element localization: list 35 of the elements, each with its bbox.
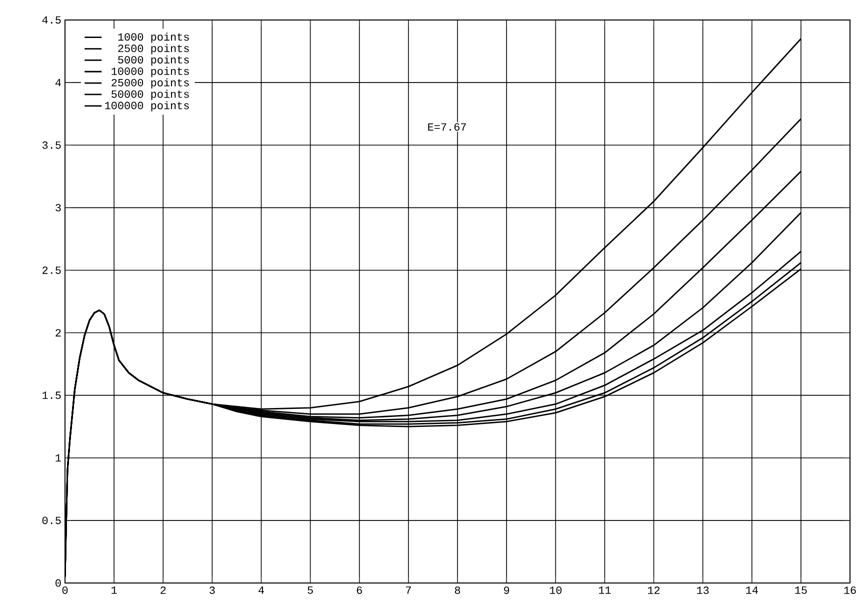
x-tick-label: 4 xyxy=(258,586,264,594)
x-tick-label: 6 xyxy=(356,586,362,594)
legend-label: 50000 points xyxy=(112,90,189,100)
y-tick-label: 3.5 xyxy=(42,141,61,149)
x-tick-label: 1 xyxy=(112,586,117,594)
y-tick-label: 2 xyxy=(56,329,61,336)
x-tick-label: 16 xyxy=(844,586,856,594)
y-tick-label: 4.5 xyxy=(42,16,61,24)
x-tick-label: 12 xyxy=(648,586,660,594)
x-tick-label: 14 xyxy=(746,586,758,594)
x-tick-label: 11 xyxy=(598,586,611,594)
x-tick-label: 7 xyxy=(406,586,411,594)
legend-label: 2500 points xyxy=(118,44,189,54)
x-tick-label: 9 xyxy=(504,586,510,594)
x-tick-label: 5 xyxy=(308,586,313,594)
y-tick-label: 2.5 xyxy=(42,266,61,274)
y-tick-label: 3 xyxy=(56,204,61,212)
x-tick-label: 13 xyxy=(697,586,709,594)
annotation: E=7.67 xyxy=(428,123,466,131)
y-tick-label: 1 xyxy=(56,454,61,462)
y-tick-label: 4 xyxy=(55,78,61,86)
x-tick-label: 8 xyxy=(454,586,460,594)
legend-label: 25000 points xyxy=(112,78,189,89)
y-tick-label: 1.5 xyxy=(42,392,61,399)
x-tick-label: 3 xyxy=(210,586,215,594)
legend-label: 5000 points xyxy=(118,55,189,66)
legend-label: 100000 points xyxy=(105,101,189,112)
y-tick-label: 0 xyxy=(56,579,61,587)
legend-label: 1000 points xyxy=(118,32,189,43)
x-tick-label: 0 xyxy=(62,586,68,594)
x-tick-label: 10 xyxy=(550,586,562,594)
y-tick-label: 0.5 xyxy=(42,516,61,524)
x-tick-label: 15 xyxy=(795,586,807,594)
x-tick-label: 2 xyxy=(160,586,166,594)
legend-label: 10000 points xyxy=(112,66,189,78)
